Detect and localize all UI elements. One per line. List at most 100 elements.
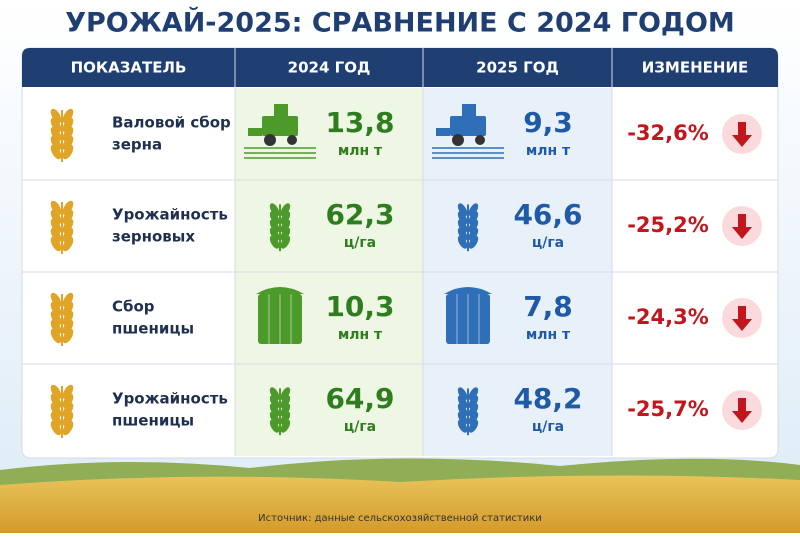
arrow-down: [732, 122, 752, 147]
wheel: [475, 135, 485, 145]
grain: [62, 144, 74, 160]
grain: [50, 328, 62, 344]
grain: [50, 393, 62, 409]
change: -24,3%: [627, 305, 709, 329]
grain: [62, 209, 74, 225]
column-header: 2024 ГОД: [288, 59, 371, 77]
field: [0, 475, 800, 533]
grain: [62, 310, 74, 326]
value-2024: 64,9: [325, 382, 394, 415]
grain: [269, 395, 280, 409]
grain: [62, 108, 74, 124]
grain: [50, 200, 62, 216]
grain: [62, 117, 74, 133]
row-label: пшеницы: [112, 320, 194, 338]
grain: [62, 384, 74, 400]
grain: [280, 235, 291, 249]
wheel: [452, 134, 464, 146]
grain: [457, 395, 468, 409]
silo-roof: [444, 287, 492, 294]
grain: [269, 411, 280, 425]
grain: [280, 211, 291, 225]
grain: [50, 117, 62, 133]
table-header: [22, 48, 778, 87]
grain: [50, 292, 62, 308]
grain: [280, 387, 291, 401]
grain: [468, 403, 479, 417]
silo-roof: [256, 287, 304, 294]
grain: [62, 411, 74, 427]
grain: [62, 301, 74, 317]
grain: [468, 395, 479, 409]
unit-2025: ц/га: [532, 235, 564, 251]
grain: [457, 211, 468, 225]
grain: [50, 144, 62, 160]
combine-body: [262, 116, 298, 136]
row-label: Урожайность: [112, 390, 228, 408]
grain: [468, 235, 479, 249]
grain: [62, 319, 74, 335]
arrow-down: [732, 306, 752, 331]
unit-2024: млн т: [338, 143, 383, 159]
grain: [62, 328, 74, 344]
grain: [50, 108, 62, 124]
grain: [269, 387, 280, 401]
grain: [50, 402, 62, 418]
grain: [269, 227, 280, 241]
change: -25,2%: [627, 213, 709, 237]
grain: [280, 227, 291, 241]
grain: [269, 419, 280, 433]
row-label: Сбор: [112, 298, 155, 316]
grain: [457, 387, 468, 401]
grain: [468, 411, 479, 425]
value-2024: 13,8: [325, 106, 394, 139]
grain: [50, 236, 62, 252]
grain: [468, 387, 479, 401]
grain: [468, 203, 479, 217]
grain: [269, 403, 280, 417]
unit-2025: ц/га: [532, 419, 564, 435]
value-2025: 9,3: [523, 106, 573, 139]
grain: [50, 218, 62, 234]
grain: [457, 403, 468, 417]
grain: [62, 236, 74, 252]
value-2025: 46,6: [513, 198, 582, 231]
row-label: зерновых: [112, 228, 195, 246]
grain: [269, 219, 280, 233]
grain: [280, 203, 291, 217]
column-header: 2025 ГОД: [476, 59, 559, 77]
grain: [62, 126, 74, 142]
grain: [457, 419, 468, 433]
combine-header: [248, 128, 262, 136]
grain: [50, 319, 62, 335]
grain: [269, 203, 280, 217]
grain: [280, 411, 291, 425]
row-label: Урожайность: [112, 206, 228, 224]
grain: [280, 419, 291, 433]
grain: [62, 200, 74, 216]
combine-header: [436, 128, 450, 136]
grain: [50, 209, 62, 225]
combine-cab: [274, 104, 288, 116]
grain: [50, 301, 62, 317]
row-label: пшеницы: [112, 412, 194, 430]
grain: [50, 384, 62, 400]
grain: [50, 420, 62, 436]
wheel: [287, 135, 297, 145]
grain: [62, 402, 74, 418]
grain: [457, 411, 468, 425]
grain: [457, 219, 468, 233]
grain: [62, 227, 74, 243]
grain: [62, 135, 74, 151]
grain: [468, 419, 479, 433]
combine-body: [450, 116, 486, 136]
value-2024: 10,3: [325, 290, 394, 323]
grain: [280, 395, 291, 409]
column-header: ПОКАЗАТЕЛЬ: [71, 59, 187, 77]
grain: [50, 411, 62, 427]
grain: [62, 292, 74, 308]
unit-2025: млн т: [526, 143, 571, 159]
grain: [50, 310, 62, 326]
grain: [50, 126, 62, 142]
